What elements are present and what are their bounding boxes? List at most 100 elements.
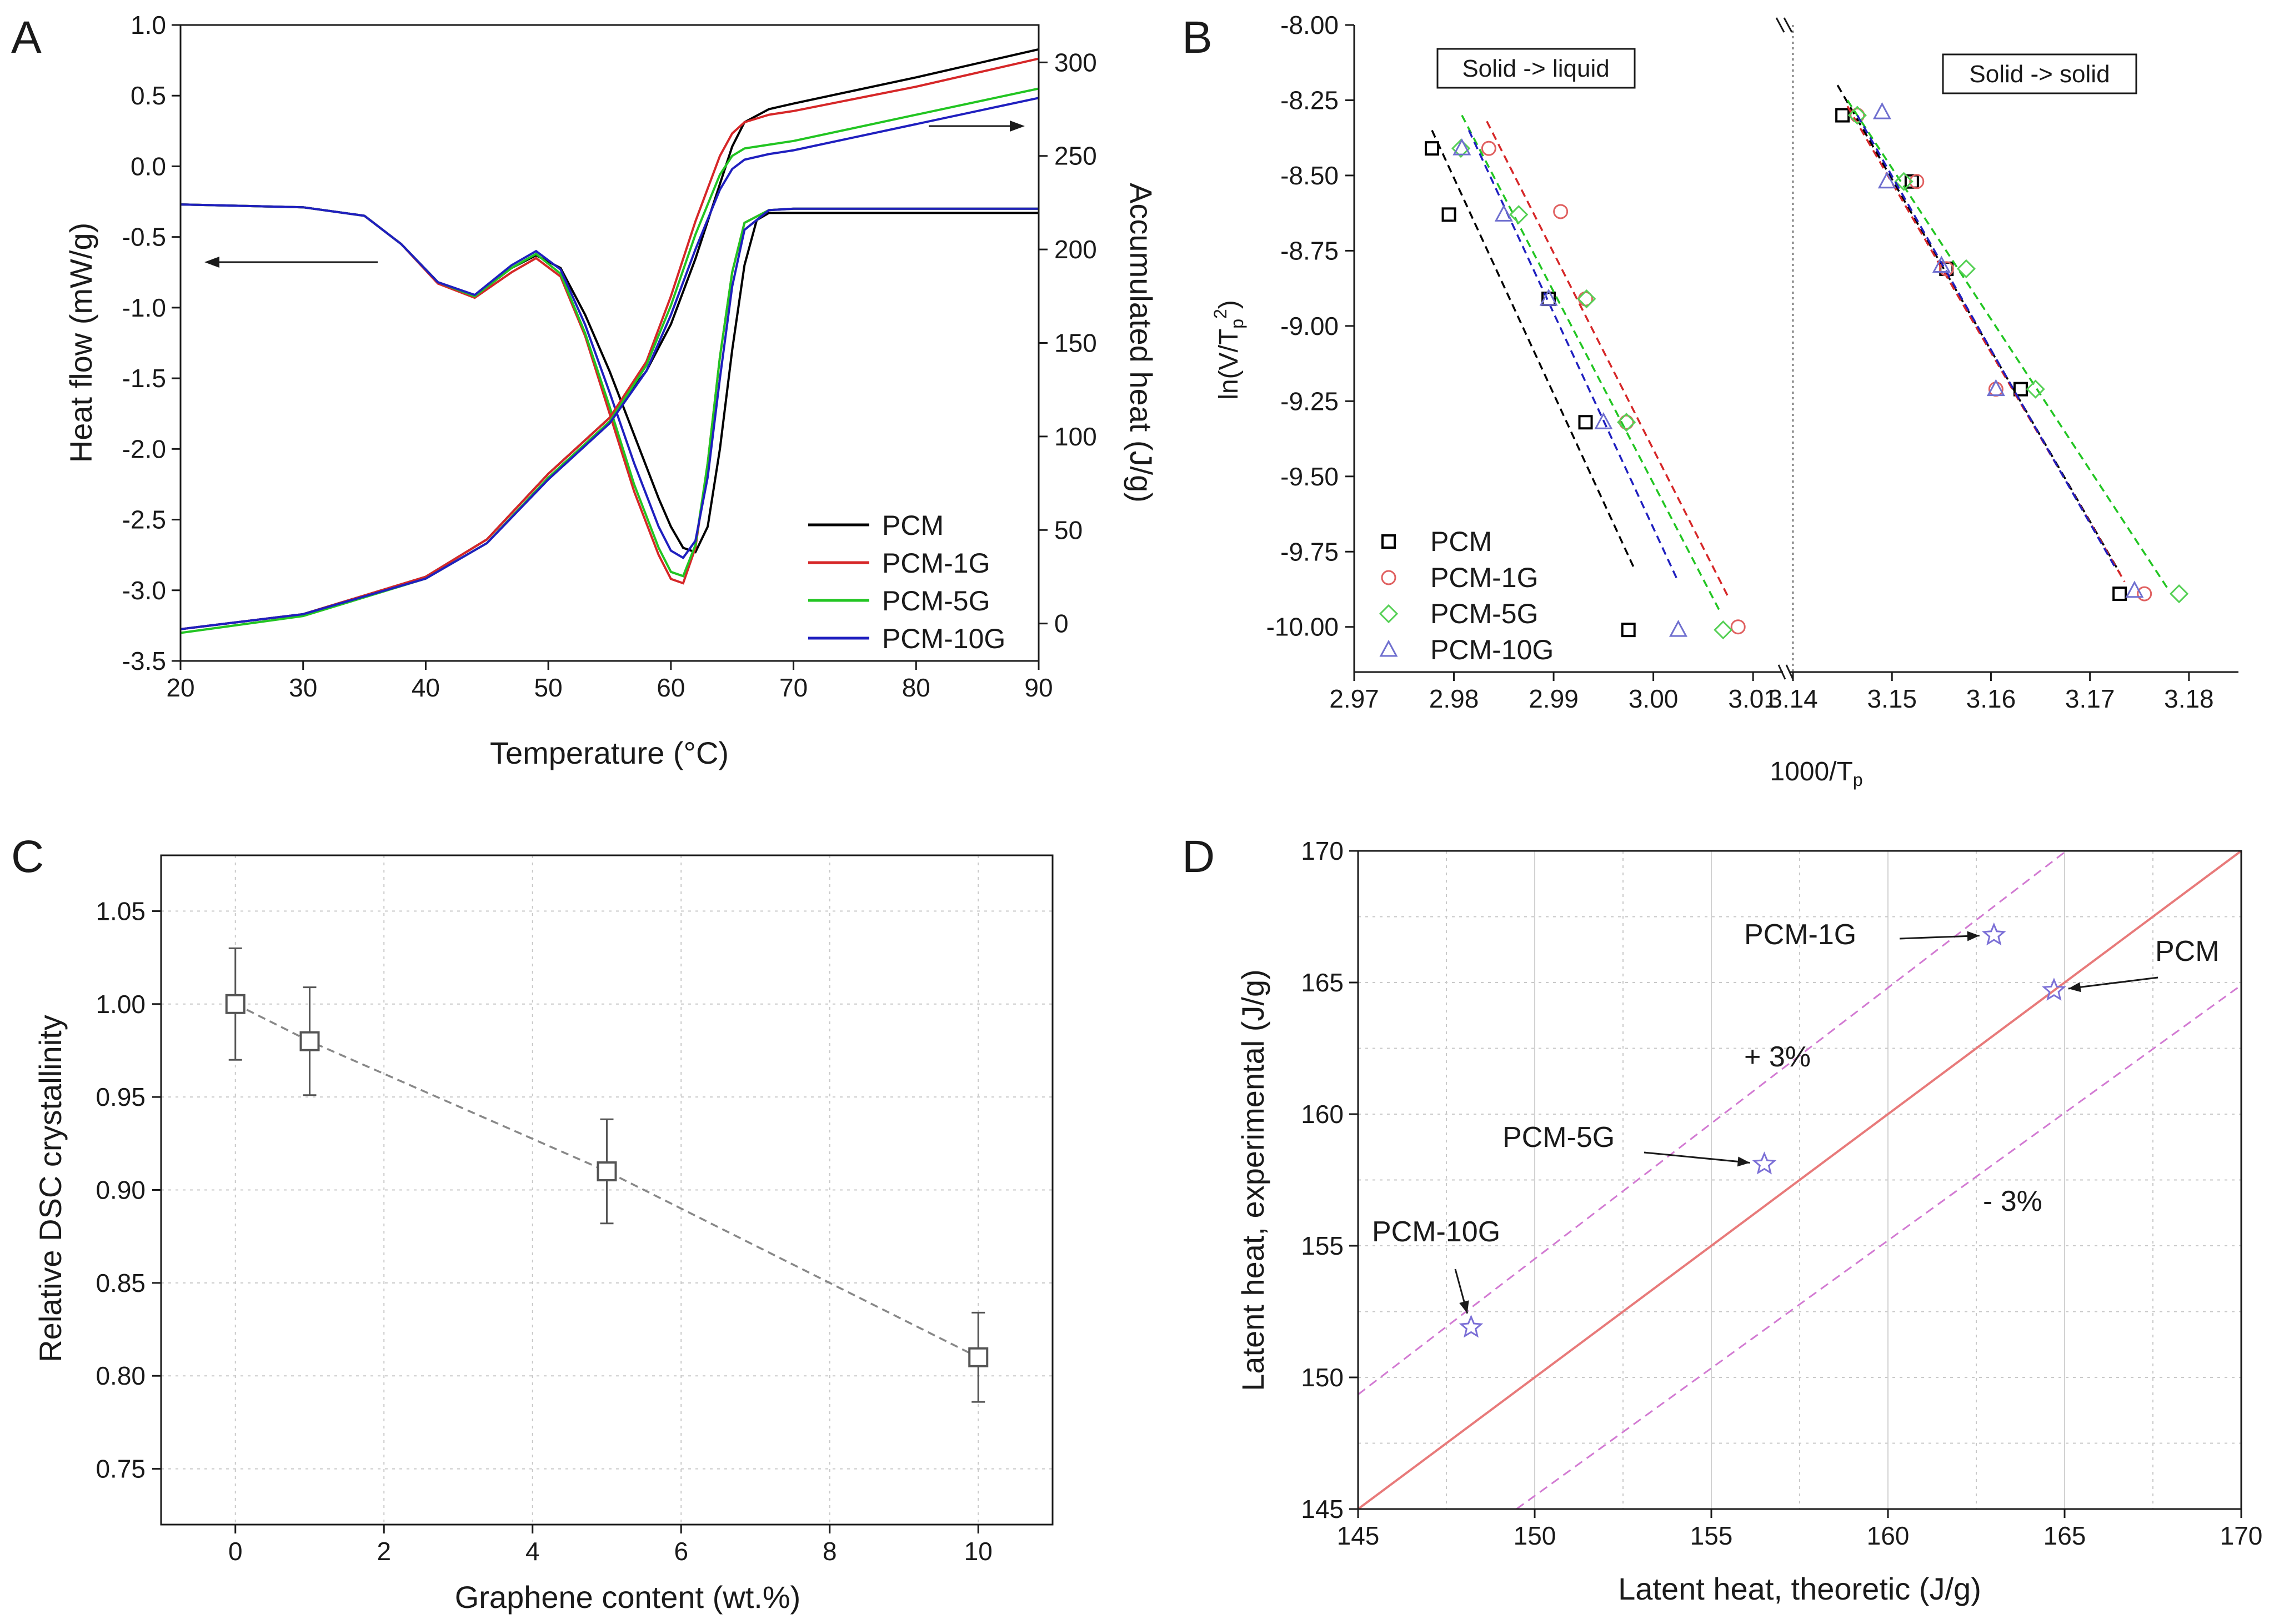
panel-a-right-arrowhead: [1010, 121, 1025, 132]
legend-marker-pcm-5g: [1379, 604, 1399, 624]
x-tick-label: 10: [964, 1537, 993, 1566]
point-pcm-1g: [1619, 414, 1634, 430]
y2-tick-label: 50: [1054, 515, 1083, 544]
heat-flow-line-pcm-10g: [180, 203, 1039, 559]
panel-d-frame: [1357, 850, 2242, 1510]
y-tick-label: -3.5: [122, 646, 166, 675]
point-pcm-10g: [2125, 580, 2144, 598]
panel-b-box-solid-solid: [1942, 53, 2137, 94]
point-pcm-5g: [1577, 289, 1596, 309]
panel-d-chart: 145 150 155 160 165 170 145 150 155 160 165 170 La…: [1235, 836, 2262, 1606]
panel-b-box-solid-solid-text: Solid -> solid: [1969, 61, 2110, 88]
point-pcm-5g: [1847, 106, 1867, 125]
point-pcm-5g: [2169, 584, 2189, 604]
panel-c-xlabel: Graphene content (wt.%): [455, 1580, 801, 1615]
x-tick-label: 3.16: [1966, 684, 2016, 713]
panel-b-ylabel: ln(V/Tp2): [1210, 300, 1247, 400]
star-point-pcm: [2042, 978, 2066, 1001]
panel-b-break-mark: [1783, 17, 1793, 33]
x-tick-label: 3.18: [2164, 684, 2214, 713]
y-tick-label: 0.75: [96, 1455, 146, 1483]
x-tick-label: 40: [412, 673, 440, 702]
point-arrow-pcm-1g: [1899, 935, 1980, 940]
panel-a-y2label: Accumulated heat (J/g): [1124, 183, 1159, 503]
band-plus-label: + 3%: [1744, 1041, 1811, 1073]
y-tick-label: 165: [1301, 968, 1344, 997]
fit-line-pcm-10g: [1856, 114, 2116, 568]
point-arrowhead-pcm-1g: [1967, 931, 1980, 941]
y-tick-label: -0.5: [122, 223, 166, 252]
point-pcm-5g: [1894, 172, 1914, 191]
panel-b-box-solid-liquid: [1436, 48, 1636, 89]
point-pcm-10g: [1986, 379, 2005, 397]
star-point-pcm-10g: [1459, 1314, 1484, 1338]
x-tick-label: 3.00: [1629, 684, 1679, 713]
panel-d-ylabel: Latent heat, experimental (J/g): [1235, 969, 1270, 1391]
point-pcm-1g: [1850, 108, 1865, 123]
y-tick-label: -9.25: [1280, 387, 1339, 415]
point-label-pcm-5g: PCM-5G: [1502, 1121, 1615, 1154]
x-tick-label: 0: [228, 1537, 243, 1566]
point-pcm-1g: [1909, 174, 1925, 189]
x-tick-label: 4: [525, 1537, 540, 1566]
panel-a-legend: PCM PCM-1G PCM-5G PCM-10G: [808, 510, 1005, 654]
panel-b-xlabel: 1000/Tp: [1770, 757, 1862, 790]
panel-a-xlabel: Temperature (°C): [490, 735, 729, 770]
point-pcm: [1835, 108, 1850, 123]
point-arrowhead-pcm: [2068, 982, 2081, 993]
point-arrow-pcm-5g: [1644, 1151, 1750, 1164]
y-tick-label: 1.05: [96, 896, 146, 925]
point-pcm: [1441, 207, 1456, 222]
point-pcm-1g: [1730, 619, 1746, 635]
panel-b-break-mark: [1775, 17, 1785, 33]
y-tick-label: 170: [1301, 836, 1344, 865]
point-pcm: [1621, 623, 1636, 638]
panel-label-b: B: [1182, 12, 1213, 63]
y-tick-label: 0.95: [96, 1082, 146, 1111]
y-tick-label: -9.75: [1280, 537, 1339, 566]
panel-d-xlabel: Latent heat, theoretic (J/g): [1618, 1571, 1981, 1606]
y-tick-label: 150: [1301, 1363, 1344, 1392]
y-tick-label: 155: [1301, 1231, 1344, 1260]
point-label-pcm-1g: PCM-1G: [1744, 919, 1856, 951]
y-tick-label: -8.25: [1280, 86, 1339, 114]
x-tick-label: 150: [1514, 1521, 1556, 1550]
x-tick-label: 6: [674, 1537, 688, 1566]
y-tick-label: -9.00: [1280, 312, 1339, 340]
y-tick-label: -1.5: [122, 364, 166, 393]
legend-label-pcm-10g: PCM-10G: [882, 623, 1005, 654]
data-point: [225, 994, 246, 1014]
panel-label-a: A: [11, 12, 42, 63]
x-tick-label: 50: [534, 673, 563, 702]
x-tick-label: 2.97: [1329, 684, 1379, 713]
legend-label-pcm-5g: PCM-5G: [882, 585, 990, 616]
point-pcm-5g: [1451, 139, 1471, 158]
y-tick-label: -9.50: [1280, 462, 1339, 491]
data-point: [968, 1347, 989, 1367]
band-plus-3-line: [1358, 850, 2067, 1395]
x-tick-label: 2.98: [1429, 684, 1479, 713]
point-arrowhead-pcm-10g: [1459, 1300, 1469, 1314]
band-minus-label: - 3%: [1983, 1185, 2042, 1217]
star-point-pcm-1g: [1981, 922, 2006, 946]
y-tick-label: 1.00: [96, 990, 146, 1019]
point-pcm: [1578, 415, 1593, 430]
panel-a-left-arrowhead: [204, 257, 219, 268]
legend-label-pcm: PCM: [882, 510, 944, 541]
point-pcm-10g: [1877, 171, 1896, 189]
y-tick-label: 0.0: [131, 152, 166, 181]
point-pcm-1g: [1939, 261, 1954, 277]
identity-line: [1357, 850, 2242, 1510]
panel-label-d: D: [1182, 831, 1215, 882]
legend-marker-pcm: [1381, 534, 1396, 549]
y2-tick-label: 250: [1054, 142, 1097, 171]
fit-line-pcm-5g: [1461, 114, 1721, 613]
y-tick-label: -8.00: [1280, 11, 1339, 39]
point-arrow-pcm: [2068, 976, 2158, 990]
y-tick-label: -2.5: [122, 505, 166, 534]
y2-tick-label: 150: [1054, 329, 1097, 358]
panel-b-chart: 2.97 2.98 2.99 3.00 3.013.14 3.15 3.16 3.17 3.18…: [1210, 11, 2238, 790]
legend-marker-pcm-1g: [1381, 570, 1396, 585]
band-minus-3-line: [1516, 984, 2242, 1510]
panel-b-break-mark: [1785, 664, 1794, 680]
